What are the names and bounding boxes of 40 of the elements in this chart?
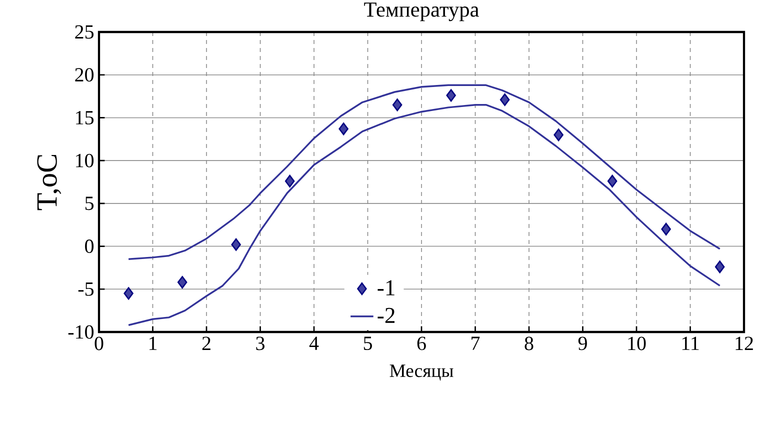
point [177, 276, 188, 289]
point [231, 238, 241, 251]
line-series [128, 104, 721, 326]
x-tick-label: 1 [150, 336, 157, 350]
y-tick-label: 20 [75, 68, 94, 82]
x-tick-label: 8 [524, 336, 534, 350]
x-tick-label: 10 [628, 336, 646, 350]
legend-label: -2 [378, 308, 394, 323]
point [284, 174, 295, 188]
chart-title: Температура [364, 2, 479, 22]
x-tick-label: 6 [417, 336, 426, 350]
point [714, 260, 725, 274]
x-tick-label: 11 [682, 336, 699, 350]
point [392, 98, 402, 112]
y-tick-label: 5 [85, 196, 94, 210]
x-tick-label: 4 [309, 336, 319, 350]
y-tick-label: 0 [85, 240, 94, 254]
y-tick-label: -5 [78, 282, 94, 296]
point [661, 222, 671, 236]
point [554, 128, 564, 142]
x-tick-label: 9 [578, 336, 587, 350]
x-tick-label: 12 [736, 336, 753, 350]
y-axis-title: T,oC [37, 154, 62, 210]
y-tick-label: 25 [75, 25, 94, 39]
x-tick-label: 3 [256, 336, 264, 350]
legend-label: -1 [378, 280, 394, 296]
point [500, 93, 510, 106]
x-axis-title: Месяцы [390, 364, 454, 381]
point [338, 122, 348, 136]
y-tick-label: 10 [76, 154, 94, 168]
y-tick-label: -10 [68, 325, 94, 339]
line-series [128, 84, 721, 260]
x-tick-label: 5 [364, 336, 372, 350]
x-tick-label: 7 [472, 336, 480, 350]
point [607, 174, 618, 188]
x-tick-label: 0 [94, 336, 104, 350]
y-tick-label: 15 [76, 111, 94, 124]
point [124, 287, 134, 300]
point [446, 89, 456, 102]
x-tick-label: 2 [202, 336, 210, 350]
